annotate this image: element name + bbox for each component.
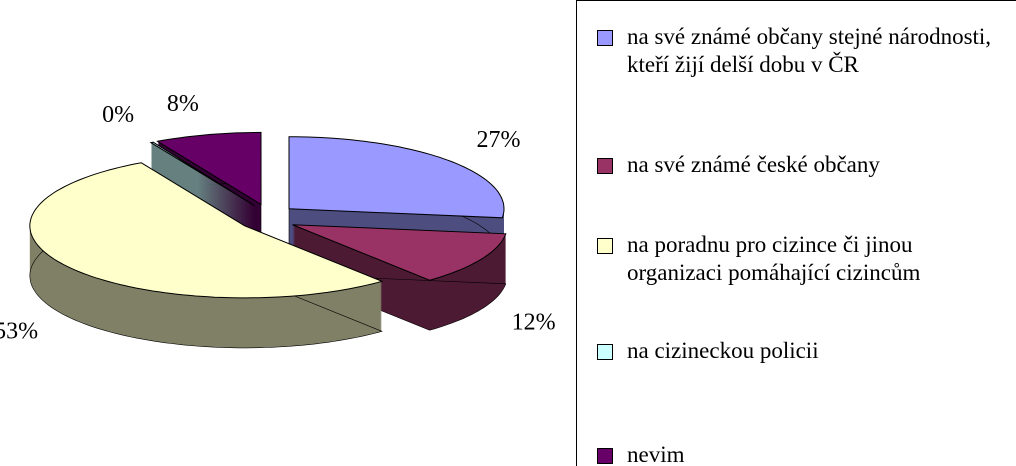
data-label: 53% [0, 319, 38, 345]
legend-label: na své známé české občany [627, 152, 880, 177]
legend-swatch [597, 448, 613, 464]
legend-swatch [597, 30, 613, 46]
legend-item: na cizineckou policii [597, 337, 997, 365]
slice [29, 162, 384, 299]
slice [156, 131, 262, 206]
legend-label: nevim [627, 442, 685, 466]
legend-label: na své známé občany stejné národnosti, k… [627, 24, 992, 77]
slice [292, 224, 507, 281]
slice [288, 136, 505, 219]
legend-label: na poradnu pro cizince či jinou organiza… [627, 232, 921, 285]
slice [149, 141, 255, 207]
legend-item: na své známé občany stejné národnosti, k… [597, 23, 997, 79]
legend-label: na cizineckou policii [627, 338, 819, 363]
legend-item: na poradnu pro cizince či jinou organiza… [597, 231, 997, 287]
legend-item: na své známé české občany [597, 151, 997, 179]
data-label: 12% [512, 309, 556, 335]
legend: na své známé občany stejné národnosti, k… [576, 0, 1016, 466]
legend-item: nevim [597, 441, 997, 466]
data-label: 8% [167, 91, 199, 117]
legend-swatch [597, 238, 613, 254]
data-label: 27% [477, 127, 521, 153]
chart: 27% 12% 53% 0% 8% [0, 91, 556, 349]
slice-edge [292, 274, 507, 331]
legend-swatch [597, 344, 613, 360]
legend-swatch [597, 158, 613, 174]
data-label: 0% [102, 102, 134, 128]
